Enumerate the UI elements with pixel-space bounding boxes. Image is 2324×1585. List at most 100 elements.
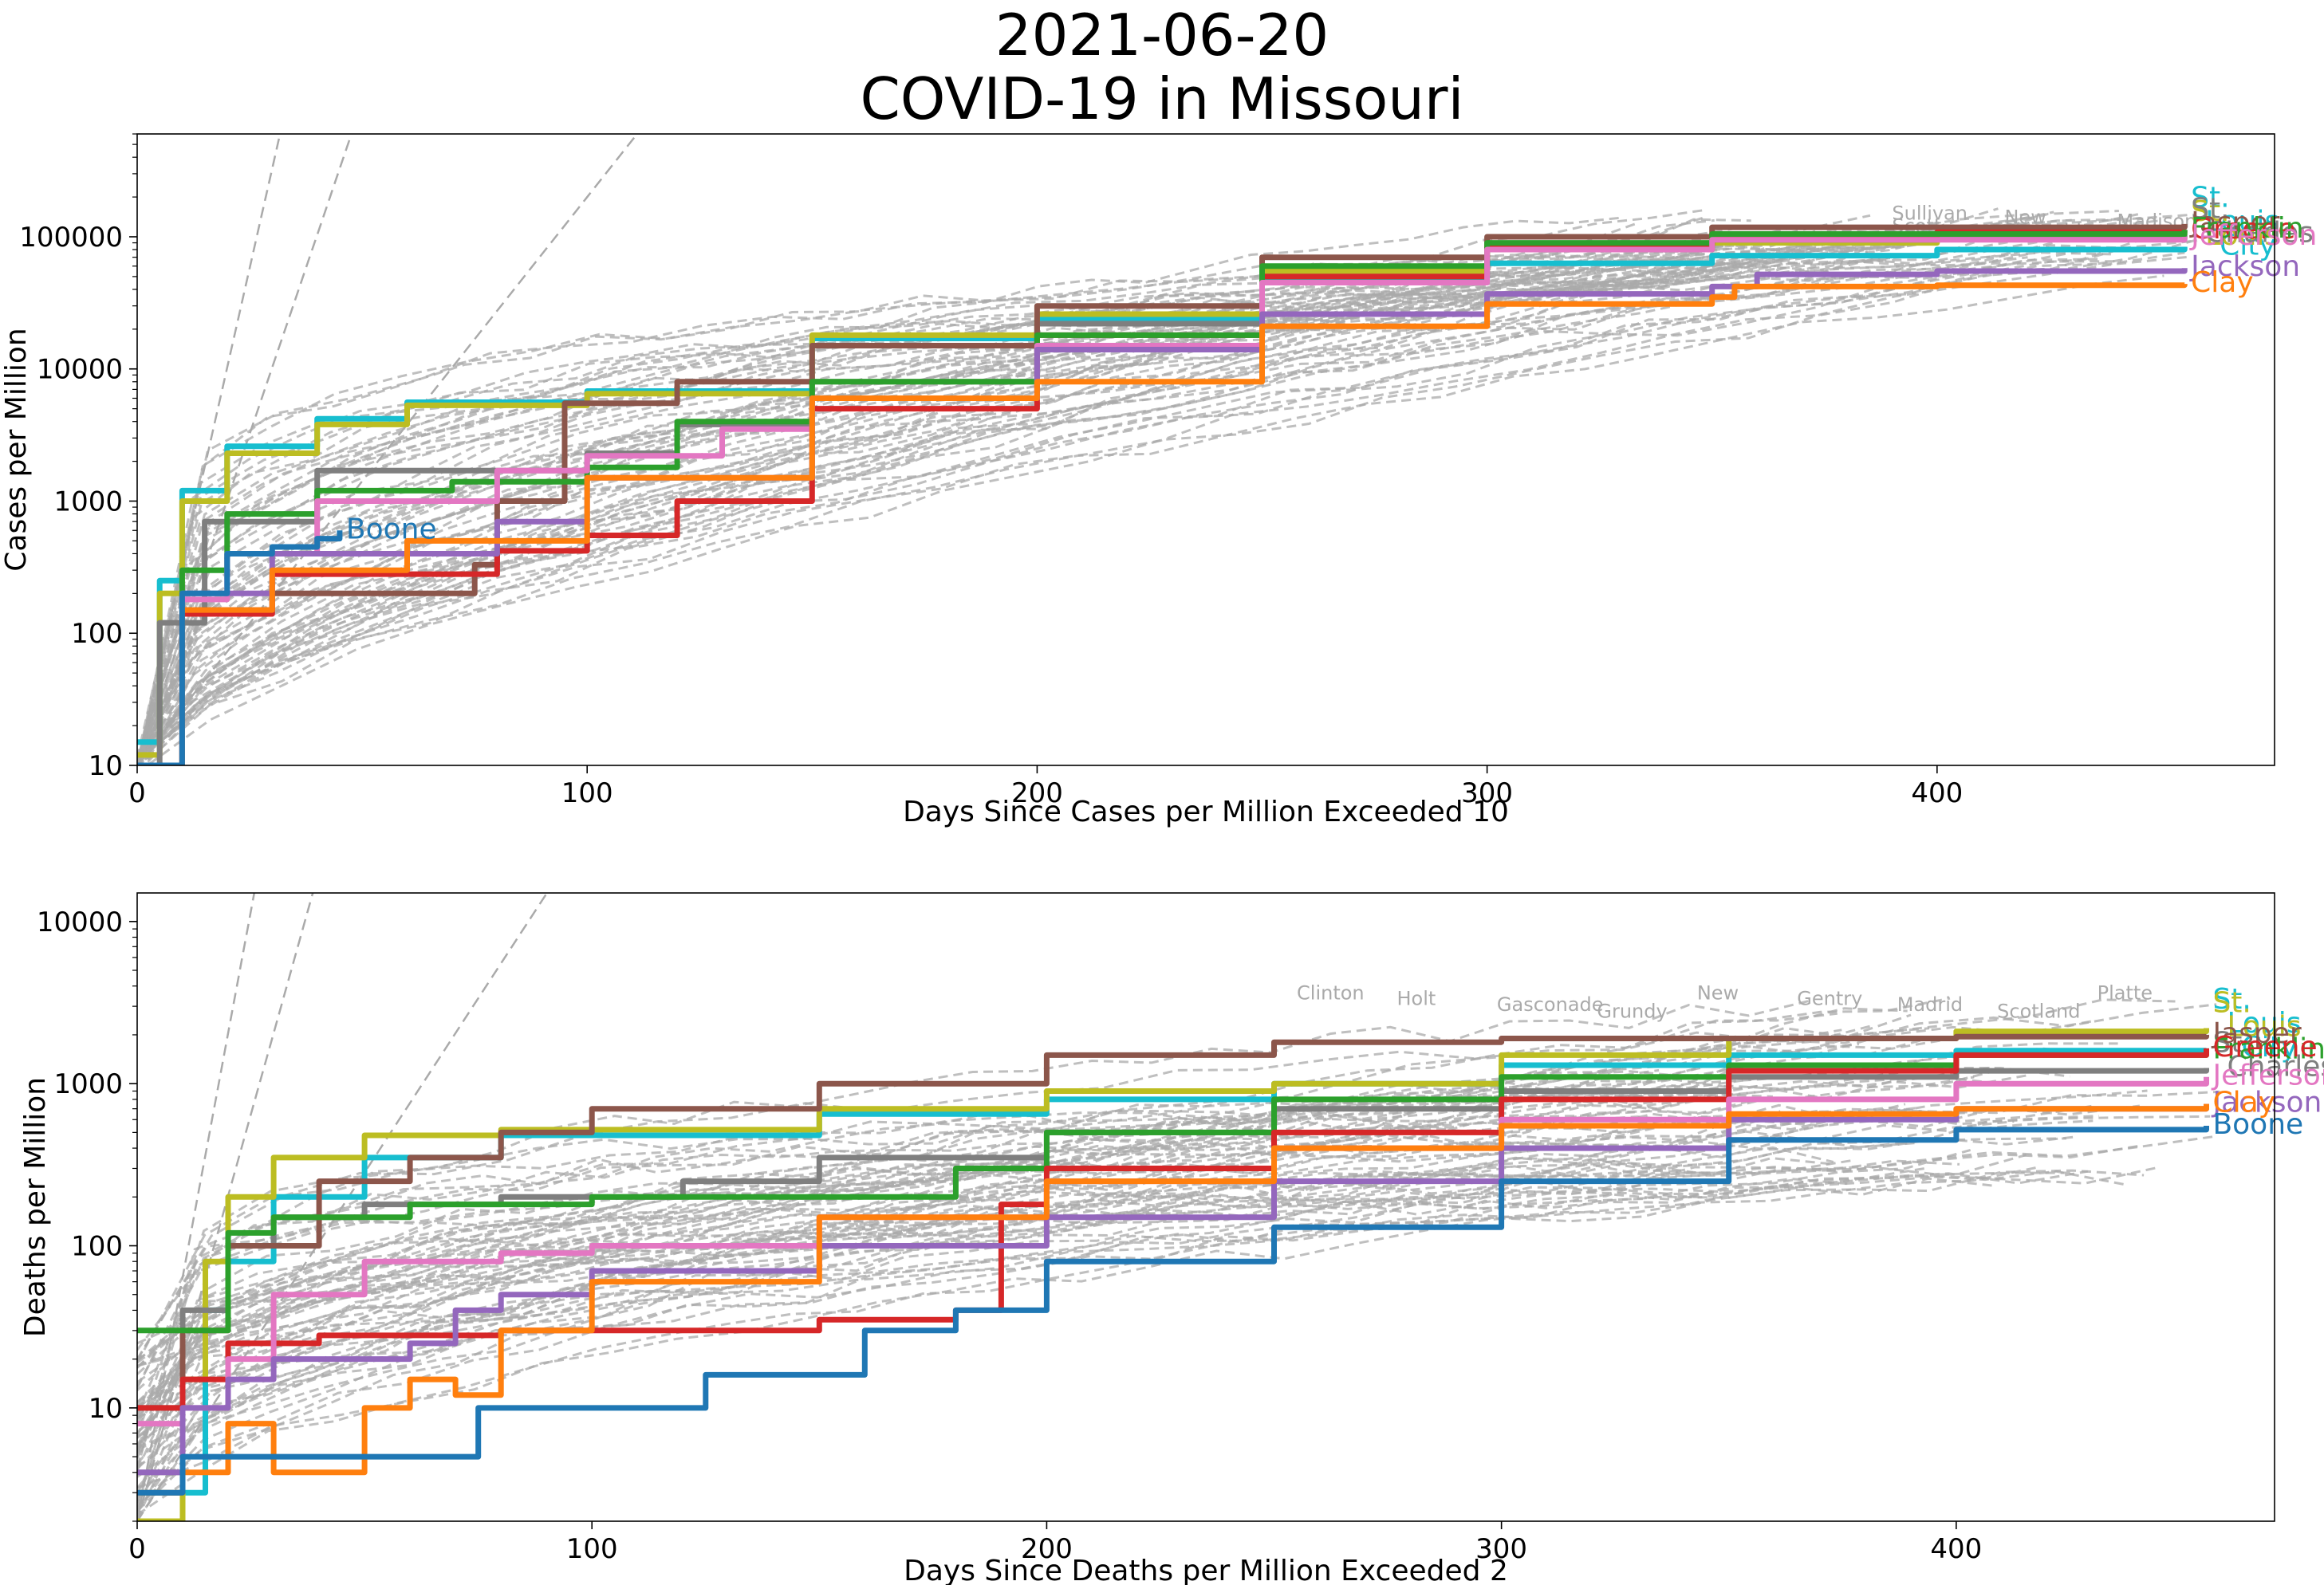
background-county-line [137,251,2185,759]
x-tick-label: 400 [1930,1533,1982,1565]
y-tick-label: 100000 [19,222,123,254]
y-axis-label: Deaths per Million [19,1077,52,1337]
series-label-greene: Greene [2191,213,2295,246]
background-county-line [137,1135,2215,1383]
background-county-line [137,268,1739,765]
series-label-st-louis-city: City [2220,230,2276,262]
background-county-line [137,1166,2158,1369]
background-county-line [137,1106,1919,1512]
chart-title: 2021-06-20 COVID-19 in Missouri [0,3,2324,131]
background-county-line [137,1090,2220,1512]
background-county-line [137,1104,2141,1504]
x-tick-label: 100 [561,777,613,809]
series-line-boone [137,530,343,765]
y-tick-label: 1000 [53,486,123,517]
series-label-jackson: Jackson [2189,250,2300,283]
background-county-line [139,230,1829,765]
background-county-label: Platte [2098,982,2153,1005]
background-county-line [137,244,1841,762]
series-line-jasper [137,223,2188,765]
x-tick-label: 100 [566,1533,618,1565]
doubling-guide-line [137,893,256,1521]
background-county-line [137,1157,1833,1404]
series-label-st-louis: Louis [2205,219,2279,252]
x-tick-label: 300 [1461,777,1513,809]
background-county-label: Grundy [1597,1000,1667,1022]
background-county-line [137,226,1741,765]
x-tick-label: 0 [128,777,146,809]
background-county-line [137,258,2005,765]
series-label-jackson: Jackson [2211,1087,2322,1119]
series-label-franklin: Franklin [2191,212,2303,245]
series-line-st-louis [137,1028,2209,1521]
background-county-line [137,1159,1851,1451]
background-county-line [137,250,1705,765]
series-label-st-louis-city: Louis [2227,1007,2301,1040]
background-county-line [137,245,1891,760]
background-county-label: Clinton [1297,982,1365,1005]
y-tick-label: 10 [89,1393,123,1425]
series-line-clay [137,282,2188,765]
x-tick-label: 200 [1021,1533,1073,1565]
y-tick-label: 10 [89,750,123,782]
background-county-line [137,246,2125,760]
background-county-line [137,245,1891,765]
background-county-line [137,1099,1751,1471]
background-county-line [137,1066,2070,1501]
series-label-clay: Clay [2212,1087,2275,1119]
y-tick-label: 100 [71,618,123,650]
series-label-st-charles: St. [2212,1026,2251,1059]
doubling-guide-line [137,134,353,765]
background-county-line [137,1020,2094,1418]
background-county-line [137,1178,1853,1515]
series-line-clay [137,1103,2209,1496]
background-county-line [137,242,1847,765]
y-tick-label: 10000 [37,907,123,938]
background-county-line [137,230,1842,765]
y-axis-label: Cases per Million [0,328,33,571]
background-county-line [142,258,2098,765]
x-axis-label: Days Since Deaths per Million Exceeded 2 [904,1555,1508,1585]
background-county-line [137,250,2078,765]
background-county-line [140,262,1743,765]
background-county-line [140,260,2121,765]
x-tick-label: 0 [128,1533,146,1565]
background-county-line [137,1033,1837,1489]
axes-frame [136,892,2275,1522]
series-label-greene: Greene [2212,1031,2317,1064]
series-label-jasper: Jasper [2211,1017,2301,1050]
series-label-st-louis-city: St. [2191,182,2229,214]
background-county-label: Sullivan [1892,202,1968,224]
background-county-line [140,233,1955,765]
background-county-line [137,250,1869,765]
background-county-line [137,207,1999,764]
title-region: COVID-19 in Missouri [860,65,1464,132]
series-label-jefferson: Jefferson [2189,219,2317,252]
y-tick-label: 10000 [37,354,123,386]
series-label-st-charles: Charles [2227,1050,2324,1083]
series-label-st-louis-city: St. [2212,983,2251,1016]
background-county-line [137,998,2176,1438]
background-county-line [138,246,1850,765]
background-county-label: Holt [1396,988,1436,1010]
background-county-line [137,1163,2076,1360]
series-line-franklin [137,230,2188,765]
background-county-line [137,212,2140,761]
doubling-guide-line [137,134,638,765]
series-label-st-louis: Louis [2227,1011,2301,1044]
series-line-franklin [137,1050,2209,1334]
series-label-st-charles: Charles [2205,216,2314,249]
background-county-line [137,1085,1660,1446]
background-county-line [137,1169,2145,1446]
series-label-st-charles: St. [2191,192,2229,225]
background-county-line [138,216,2036,765]
series-label-st-louis: St. [2212,987,2251,1020]
background-county-line [137,1166,1929,1420]
background-county-label: Gasconade [1497,993,1604,1016]
background-county-line [137,254,1713,761]
doubling-guide-line [137,893,314,1521]
